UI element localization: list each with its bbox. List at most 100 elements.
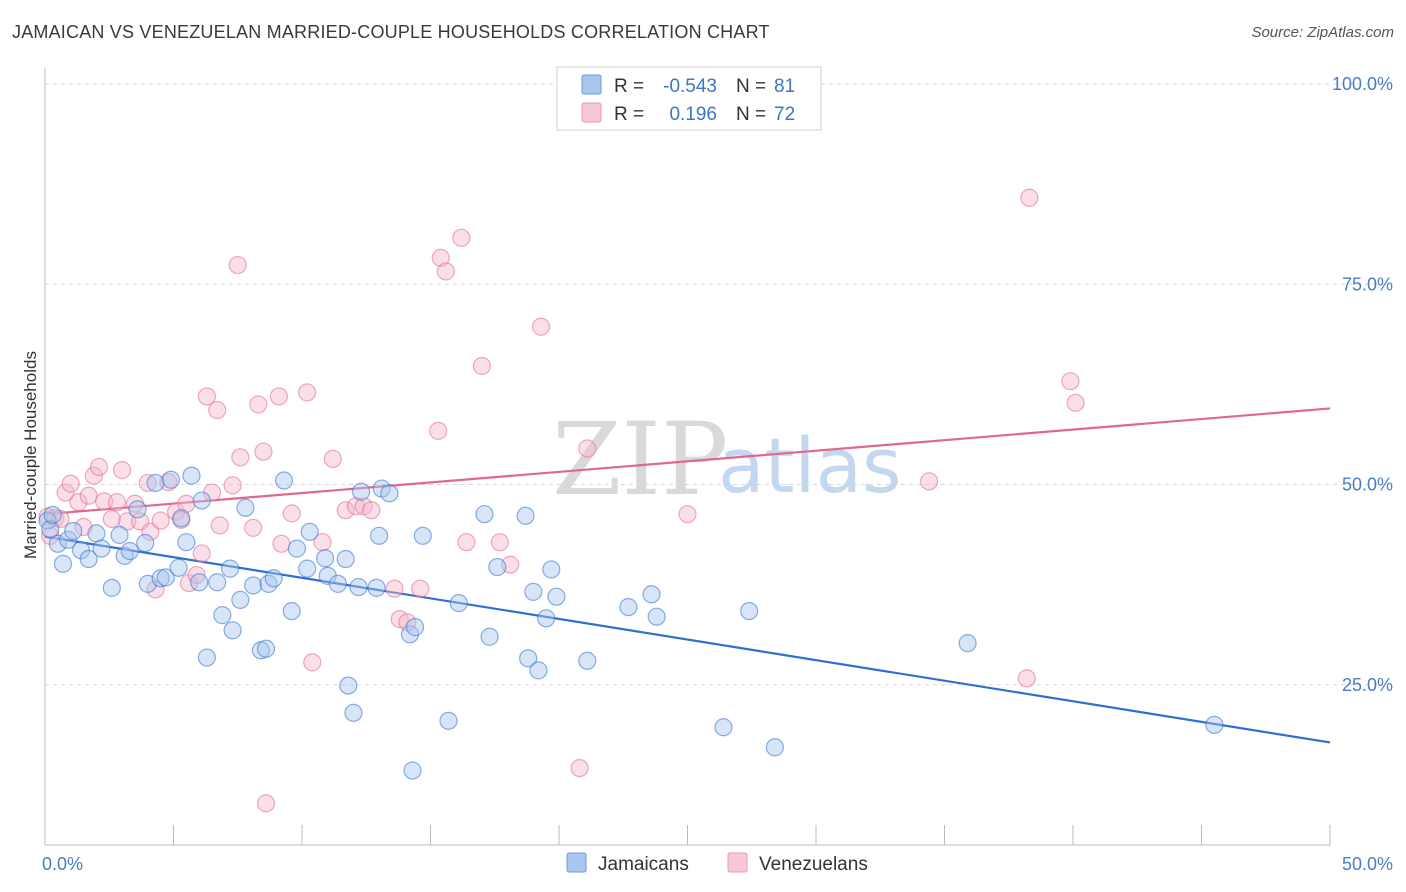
point-venezuelans [151, 511, 170, 530]
point-jamaicans [110, 525, 129, 545]
point-jamaicans [120, 541, 139, 561]
trend-line-venezuelans [44, 407, 1331, 516]
point-jamaicans [352, 482, 371, 501]
point-venezuelans [228, 255, 247, 275]
point-venezuelans [112, 461, 132, 480]
point-jamaicans [53, 554, 73, 573]
point-venezuelans [298, 383, 317, 402]
point-venezuelans [254, 442, 273, 461]
legend-n-label-1: N = [736, 76, 766, 97]
point-venezuelans [323, 449, 342, 469]
point-venezuelans [61, 474, 80, 493]
point-venezuelans [56, 483, 75, 502]
point-jamaicans [336, 549, 355, 569]
legend-swatch-venezuelans [581, 102, 602, 123]
point-venezuelans [138, 473, 157, 493]
point-jamaicans [519, 649, 538, 668]
point-jamaicans [190, 573, 209, 592]
point-venezuelans [272, 534, 291, 553]
point-jamaicans [449, 593, 468, 613]
point-jamaicans [547, 587, 566, 606]
point-venezuelans [570, 759, 589, 778]
point-jamaicans [765, 738, 784, 757]
y-tick-label: 50.0% [1342, 475, 1393, 495]
point-venezuelans [187, 565, 206, 585]
point-venezuelans [244, 518, 263, 537]
watermark: ZIP atlas [552, 401, 902, 518]
point-jamaicans [208, 573, 227, 592]
point-venezuelans [84, 466, 103, 485]
trend-line-jamaicans [44, 535, 1331, 744]
point-venezuelans [472, 356, 491, 376]
point-jamaicans [316, 549, 335, 568]
point-jamaicans [339, 676, 358, 695]
point-jamaicans [48, 534, 67, 553]
legend-n-value-1: 81 [774, 76, 795, 97]
trend-lines [44, 407, 1331, 744]
point-jamaicans [537, 609, 556, 628]
point-jamaicans [714, 718, 733, 737]
point-jamaicans [542, 560, 561, 579]
point-jamaicans [236, 498, 255, 517]
point-jamaicans [642, 585, 661, 604]
x-tick-label-end: 50.0% [1342, 854, 1393, 874]
point-jamaicans [480, 627, 499, 646]
point-venezuelans [210, 516, 229, 535]
point-venezuelans [1017, 669, 1036, 688]
point-jamaicans [151, 569, 170, 588]
legend-r-value-1: -0.543 [663, 76, 717, 97]
point-jamaicans [172, 509, 191, 528]
point-jamaicans [958, 634, 977, 653]
point-jamaicans [182, 466, 201, 485]
point-venezuelans [362, 501, 381, 520]
point-jamaicans [488, 557, 507, 577]
point-jamaicans [516, 506, 535, 525]
point-jamaicans [223, 621, 242, 640]
point-jamaicans [169, 558, 188, 577]
point-venezuelans [159, 473, 178, 492]
point-jamaicans [213, 606, 232, 625]
series-legend-swatch-jamaicans [566, 852, 587, 873]
y-tick-label: 75.0% [1342, 274, 1393, 294]
chart-title: JAMAICAN VS VENEZUELAN MARRIED-COUPLE HO… [12, 22, 770, 42]
legend-r-value-2: 0.196 [669, 104, 717, 125]
point-jamaicans [300, 522, 319, 541]
point-jamaicans [41, 520, 60, 539]
x-tick-label-start: 0.0% [42, 854, 83, 874]
point-jamaicans [647, 607, 666, 626]
series-legend: Jamaicans Venezuelans [566, 852, 868, 875]
point-venezuelans [197, 387, 217, 406]
point-venezuelans [256, 794, 276, 813]
point-jamaicans [298, 559, 317, 578]
y-tick-label: 25.0% [1342, 675, 1393, 695]
point-venezuelans [208, 400, 227, 420]
point-venezuelans [531, 317, 551, 336]
point-venezuelans [1061, 372, 1080, 391]
source-credit: Source: ZipAtlas.com [1251, 24, 1394, 41]
point-jamaicans [619, 597, 638, 617]
point-venezuelans [431, 248, 450, 267]
point-jamaicans [282, 601, 301, 621]
legend-swatch-jamaicans [581, 74, 602, 95]
point-jamaicans [524, 582, 543, 601]
point-jamaicans [328, 574, 348, 593]
point-jamaicans [287, 539, 306, 558]
point-jamaicans [197, 648, 217, 667]
point-venezuelans [1066, 393, 1085, 412]
point-jamaicans [136, 533, 155, 553]
legend-n-label-2: N = [736, 104, 766, 125]
point-jamaicans [79, 549, 98, 569]
point-jamaicans [740, 601, 759, 621]
y-tick-label: 100.0% [1332, 74, 1393, 94]
stats-legend: R = -0.543 N = 81 R = 0.196 N = 72 [556, 66, 822, 131]
x-tick-labels: 0.0% 50.0% [42, 854, 1393, 874]
point-venezuelans [452, 228, 471, 247]
point-venezuelans [141, 522, 160, 541]
point-jamaicans [64, 521, 83, 541]
series-legend-swatch-venezuelans [727, 852, 748, 873]
point-venezuelans [429, 421, 448, 440]
point-venezuelans [89, 457, 109, 477]
point-venezuelans [269, 387, 288, 406]
legend-r-label-1: R = [614, 76, 644, 97]
point-venezuelans [192, 544, 211, 563]
